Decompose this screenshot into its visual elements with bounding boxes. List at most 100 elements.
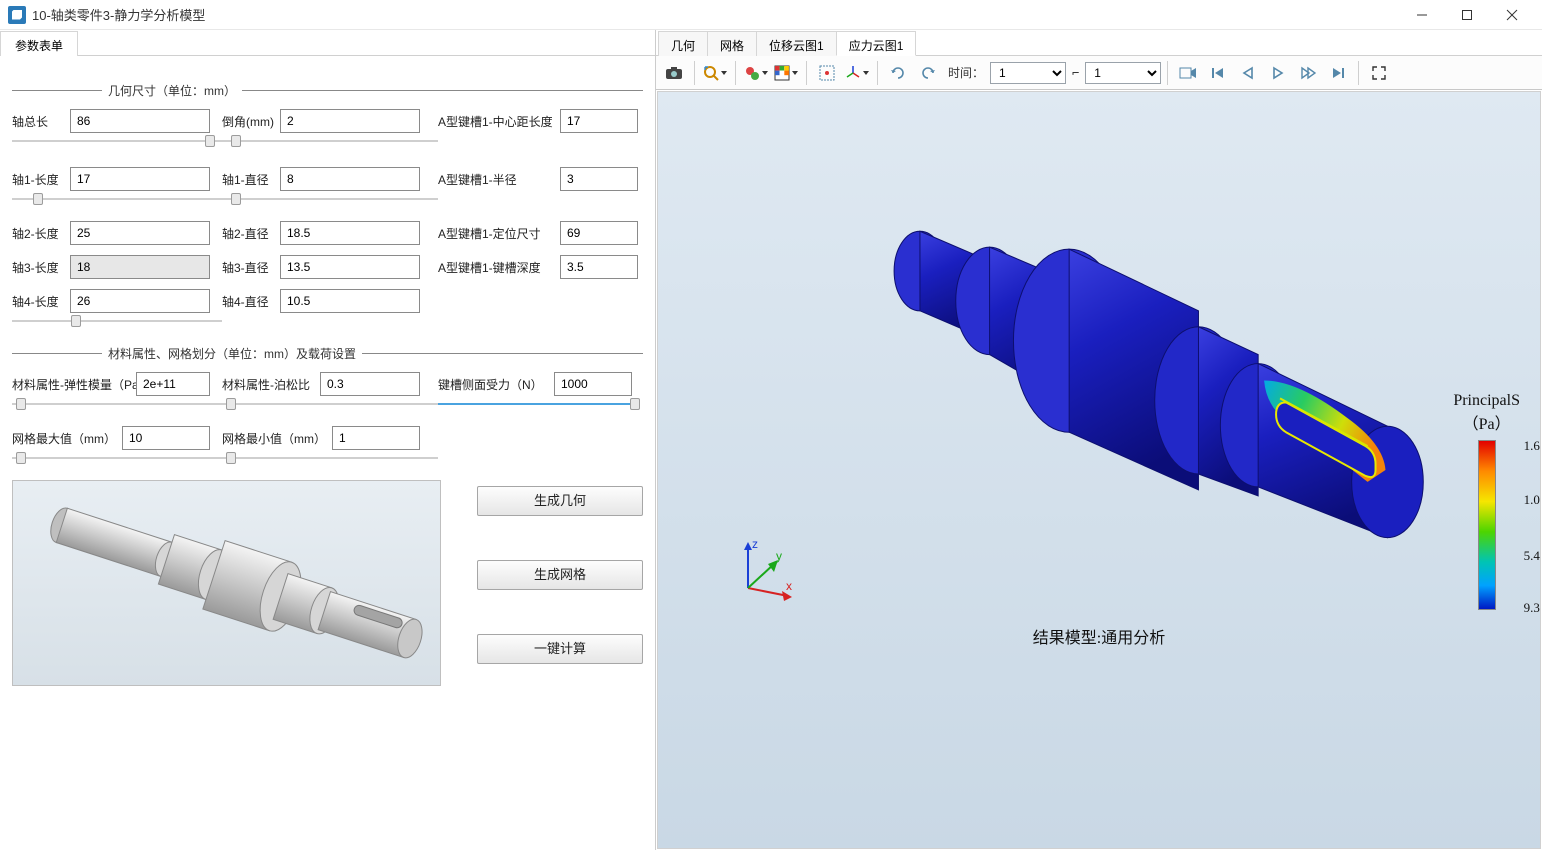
lbl-E: 材料属性-弹性模量（Pa） xyxy=(12,376,130,393)
input-s3-dia[interactable] xyxy=(280,255,420,279)
lbl-key1-center: A型键槽1-中心距长度 xyxy=(438,113,554,130)
lbl-chamfer: 倒角(mm) xyxy=(222,113,274,130)
slider-chamfer[interactable] xyxy=(222,140,438,142)
slider-force[interactable] xyxy=(438,403,638,405)
screenshot-icon[interactable] xyxy=(660,59,688,87)
stress-render xyxy=(658,92,1540,848)
color-bar xyxy=(1478,440,1496,610)
titlebar: 10-轴类零件3-静力学分析模型 xyxy=(0,0,1542,30)
lbl-force: 键槽侧面受力（N） xyxy=(438,376,548,393)
lbl-s3-len: 轴3-长度 xyxy=(12,259,64,276)
record-icon[interactable] xyxy=(1174,59,1202,87)
time-label: 时间： xyxy=(948,64,984,81)
legend-tick-0: 1.643e+07 xyxy=(1524,438,1541,454)
legend-tick-1: 1.095e+07 xyxy=(1524,492,1541,508)
rotate-cw-icon[interactable] xyxy=(914,59,942,87)
group-material: 材料属性、网格划分（单位：mm）及载荷设置 xyxy=(12,345,643,362)
app-icon xyxy=(8,6,26,24)
lbl-total-len: 轴总长 xyxy=(12,113,64,130)
input-key1-r[interactable] xyxy=(560,167,638,191)
legend-tick-3: 9.396e-01 xyxy=(1524,600,1541,616)
legend-tick-2: 5.477e+06 xyxy=(1524,548,1541,564)
svg-text:z: z xyxy=(752,537,758,551)
tab-mesh[interactable]: 网格 xyxy=(707,31,757,56)
result-model-label: 结果模型:通用分析 xyxy=(1033,624,1165,648)
prev-frame-icon[interactable] xyxy=(1234,59,1262,87)
axis-toggle-icon[interactable] xyxy=(843,59,871,87)
tab-geometry[interactable]: 几何 xyxy=(658,31,708,56)
generate-mesh-button[interactable]: 生成网格 xyxy=(477,560,643,590)
input-key1-pos[interactable] xyxy=(560,221,638,245)
time-frame-select[interactable]: 1 xyxy=(990,62,1066,84)
play-icon[interactable] xyxy=(1264,59,1292,87)
tab-parameter-form[interactable]: 参数表单 xyxy=(0,31,78,56)
input-mesh-max[interactable] xyxy=(122,426,210,450)
minimize-button[interactable] xyxy=(1399,1,1444,29)
pick-point-icon[interactable] xyxy=(813,59,841,87)
slider-mesh-min[interactable] xyxy=(222,457,438,459)
step-glyph: ⌐ xyxy=(1072,66,1079,80)
legend-unit: （Pa） xyxy=(1453,410,1520,434)
lbl-key1-pos: A型键槽1-定位尺寸 xyxy=(438,225,554,242)
last-frame-icon[interactable] xyxy=(1324,59,1352,87)
slider-s1-dia[interactable] xyxy=(222,198,438,200)
lbl-key1-r: A型键槽1-半径 xyxy=(438,171,554,188)
parameter-panel: 参数表单 几何尺寸（单位：mm） 轴总长 倒角(mm) A xyxy=(0,30,656,850)
slider-E[interactable] xyxy=(12,403,222,405)
input-mesh-min[interactable] xyxy=(332,426,420,450)
input-key1-depth[interactable] xyxy=(560,255,638,279)
input-nu[interactable] xyxy=(320,372,420,396)
slider-s1-len[interactable] xyxy=(12,198,222,200)
legend-title: PrincipalS xyxy=(1453,392,1520,410)
input-force[interactable] xyxy=(554,372,632,396)
input-s3-len xyxy=(70,255,210,279)
input-s4-len[interactable] xyxy=(70,289,210,313)
color-legend: PrincipalS （Pa） 1.643e+07 1.095e+07 5.47… xyxy=(1453,392,1520,619)
tab-displacement[interactable]: 位移云图1 xyxy=(756,31,837,56)
compute-button[interactable]: 一键计算 xyxy=(477,634,643,664)
result-panel: 几何 网格 位移云图1 应力云图1 时间： 1 ⌐ 1 xyxy=(656,30,1542,850)
first-frame-icon[interactable] xyxy=(1204,59,1232,87)
group-geometry: 几何尺寸（单位：mm） xyxy=(12,82,643,99)
input-s2-len[interactable] xyxy=(70,221,210,245)
slider-s4-len[interactable] xyxy=(12,320,222,322)
result-viewport[interactable]: z x y 结果模型:通用分析 PrincipalS （Pa） 1.643e+0… xyxy=(657,91,1541,849)
next-frame-icon[interactable] xyxy=(1294,59,1322,87)
svg-text:x: x xyxy=(786,579,792,593)
right-tab-bar: 几何 网格 位移云图1 应力云图1 xyxy=(656,30,1542,56)
lbl-s4-dia: 轴4-直径 xyxy=(222,293,274,310)
input-key1-center[interactable] xyxy=(560,109,638,133)
input-s1-len[interactable] xyxy=(70,167,210,191)
lbl-mesh-max: 网格最大值（mm） xyxy=(12,430,116,447)
maximize-button[interactable] xyxy=(1444,1,1489,29)
input-chamfer[interactable] xyxy=(280,109,420,133)
slider-nu[interactable] xyxy=(222,403,438,405)
input-s1-dia[interactable] xyxy=(280,167,420,191)
lbl-s2-len: 轴2-长度 xyxy=(12,225,64,242)
lbl-key1-depth: A型键槽1-键槽深度 xyxy=(438,259,554,276)
lbl-nu: 材料属性-泊松比 xyxy=(222,376,314,393)
rotate-ccw-icon[interactable] xyxy=(884,59,912,87)
input-total-len[interactable] xyxy=(70,109,210,133)
rubiks-icon[interactable] xyxy=(772,59,800,87)
input-s4-dia[interactable] xyxy=(280,289,420,313)
close-button[interactable] xyxy=(1489,1,1534,29)
select-mode-icon[interactable] xyxy=(742,59,770,87)
time-step-select[interactable]: 1 xyxy=(1085,62,1161,84)
slider-mesh-max[interactable] xyxy=(12,457,222,459)
lbl-s4-len: 轴4-长度 xyxy=(12,293,64,310)
axes-triad: z x y xyxy=(730,536,800,606)
slider-total-len[interactable] xyxy=(12,140,222,142)
input-E[interactable] xyxy=(136,372,210,396)
geometry-preview xyxy=(12,480,441,686)
expand-icon[interactable] xyxy=(1365,59,1393,87)
generate-geometry-button[interactable]: 生成几何 xyxy=(477,486,643,516)
zoom-extents-icon[interactable] xyxy=(701,59,729,87)
tab-stress[interactable]: 应力云图1 xyxy=(836,31,917,56)
input-s2-dia[interactable] xyxy=(280,221,420,245)
lbl-s3-dia: 轴3-直径 xyxy=(222,259,274,276)
group-geometry-title: 几何尺寸（单位：mm） xyxy=(102,82,242,99)
window-title: 10-轴类零件3-静力学分析模型 xyxy=(32,5,1399,24)
lbl-s1-dia: 轴1-直径 xyxy=(222,171,274,188)
left-tab-bar: 参数表单 xyxy=(0,30,655,56)
